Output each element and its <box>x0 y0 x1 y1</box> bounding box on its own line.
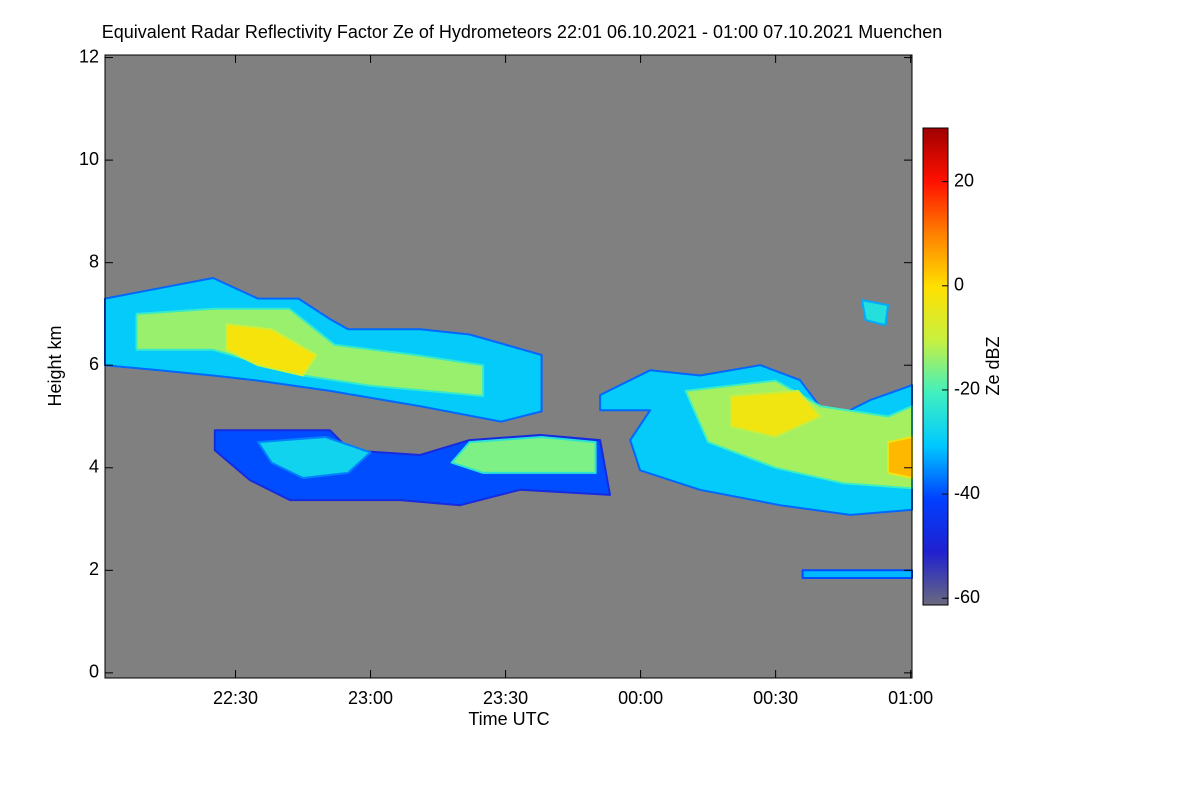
y-tick-label: 8 <box>89 251 99 271</box>
chart-title: Equivalent Radar Reflectivity Factor Ze … <box>102 22 943 42</box>
colorbar-tick-label: 20 <box>954 170 974 190</box>
x-tick-label: 01:00 <box>888 688 933 708</box>
echo-region <box>729 389 822 438</box>
colorbar-tick-label: 0 <box>954 275 964 295</box>
x-tick-label: 00:30 <box>753 688 798 708</box>
colorbar-tick-label: -20 <box>954 379 980 399</box>
plot-frame <box>104 54 913 679</box>
y-tick-label: 4 <box>89 457 99 477</box>
x-tick-label: 22:30 <box>213 688 258 708</box>
x-tick-label: 00:00 <box>618 688 663 708</box>
colorbar-tick-label: -40 <box>954 483 980 503</box>
x-axis-label: Time UTC <box>468 709 549 729</box>
colorbar-label: Ze dBZ <box>983 336 1003 395</box>
y-axis-label: Height km <box>45 325 65 406</box>
x-tick-label: 23:00 <box>348 688 393 708</box>
y-tick-label: 6 <box>89 354 99 374</box>
x-tick-label: 23:30 <box>483 688 528 708</box>
echo-region <box>257 436 372 479</box>
colorbar-tick-label: -60 <box>954 587 980 607</box>
echo-region <box>225 323 318 377</box>
y-tick-label: 12 <box>79 46 99 66</box>
echo-region <box>450 436 597 474</box>
echo-region <box>887 436 913 479</box>
y-tick-label: 0 <box>89 662 99 682</box>
echo-region <box>801 569 913 579</box>
colorbar <box>922 127 949 606</box>
echo-region <box>861 299 890 327</box>
y-tick-label: 10 <box>79 149 99 169</box>
y-tick-label: 2 <box>89 559 99 579</box>
